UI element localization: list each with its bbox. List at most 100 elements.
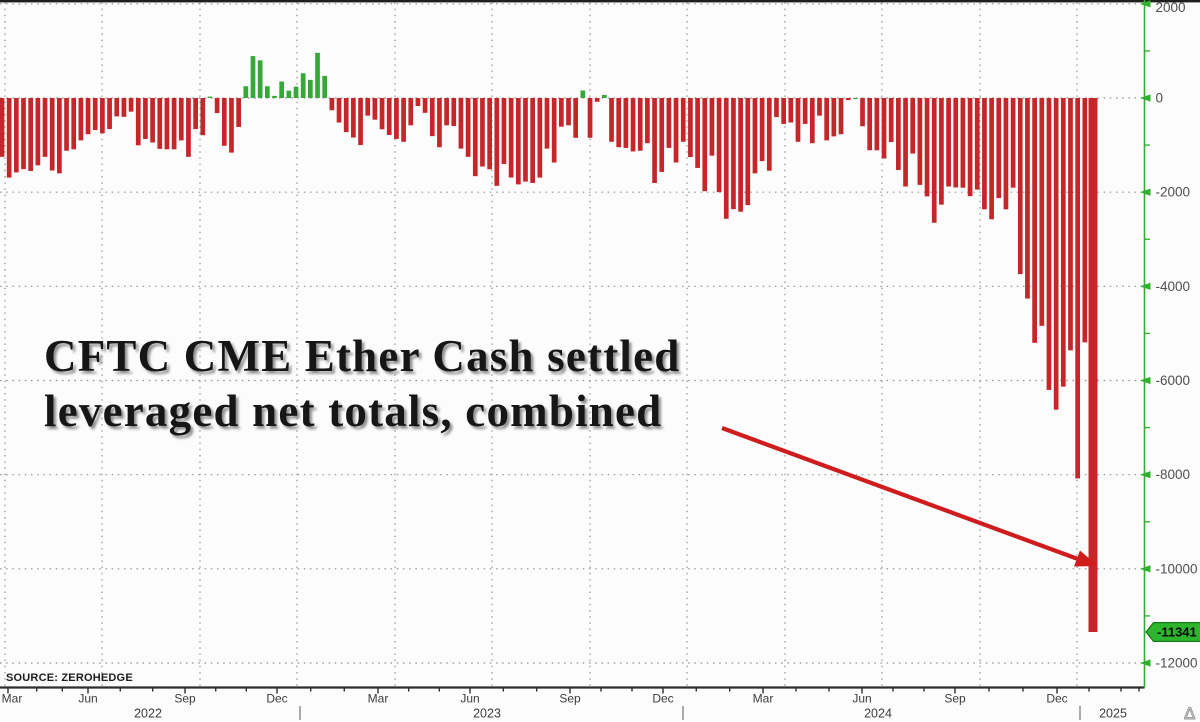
bar: [250, 56, 256, 98]
bar: [688, 98, 693, 158]
bar: [974, 98, 980, 190]
bar: [551, 98, 557, 163]
bar: [135, 98, 141, 146]
x-month-label: Mar: [368, 692, 389, 706]
bar: [645, 98, 650, 144]
bar: [817, 98, 822, 116]
chart-title-line1: CFTC CME Ether Cash settled: [44, 331, 681, 381]
bar: [888, 98, 894, 143]
bar: [343, 98, 349, 133]
bar: [716, 98, 722, 193]
bar: [924, 98, 930, 197]
chart-title-line2: leveraged net totals, combined: [44, 386, 662, 436]
bar: [401, 98, 406, 142]
bar: [207, 96, 213, 98]
bar: [107, 98, 112, 130]
bar: [143, 98, 148, 139]
bar: [537, 98, 543, 178]
bar: [308, 79, 313, 98]
bar: [437, 98, 442, 148]
x-year-label: 2022: [134, 707, 162, 721]
bar: [1017, 98, 1023, 275]
bar: [487, 98, 492, 170]
bar: [1032, 98, 1037, 343]
bar: [580, 90, 586, 98]
y-tick-label: -10000: [1156, 561, 1198, 576]
bar: [659, 98, 665, 172]
bar: [673, 98, 679, 163]
bar: [272, 95, 277, 98]
bar: [903, 98, 908, 187]
x-year-label: 2023: [473, 707, 501, 721]
x-month-label: Jun: [852, 692, 871, 706]
top-border: [0, 0, 1200, 3]
bar: [939, 98, 944, 205]
x-month-label: Jun: [460, 692, 479, 706]
bar: [429, 98, 435, 137]
bar: [544, 98, 550, 149]
bar: [329, 98, 335, 111]
bar: [989, 98, 994, 220]
bar: [92, 98, 98, 131]
bar: [530, 98, 535, 183]
bar: [472, 98, 478, 177]
bar: [1060, 98, 1066, 387]
bar: [264, 86, 270, 98]
bar: [358, 98, 363, 146]
bar: [566, 98, 571, 126]
y-tick-arrow-icon: [1140, 659, 1151, 667]
bar: [114, 98, 120, 117]
bar: [752, 98, 758, 174]
bar: [243, 86, 249, 98]
bar: [523, 98, 528, 182]
bar: [731, 98, 736, 210]
bar: [1075, 98, 1080, 479]
bar: [738, 98, 743, 212]
y-tick-arrow-icon: [1140, 376, 1151, 385]
x-month-label: Jun: [78, 692, 97, 706]
bar: [85, 98, 91, 135]
bar: [609, 98, 614, 142]
bar: [501, 98, 507, 164]
bar: [896, 98, 901, 171]
bar: [415, 98, 421, 106]
bar: [1053, 98, 1059, 410]
bar: [874, 98, 880, 151]
x-year-label: 2025: [1099, 707, 1127, 721]
y-tick-label: -4000: [1156, 279, 1191, 294]
bar: [853, 98, 858, 99]
bar: [300, 73, 306, 98]
bar: [594, 98, 600, 102]
bar: [42, 98, 48, 157]
annotation-arrow-shaft: [721, 426, 1083, 563]
bar: [867, 98, 873, 151]
bar: [422, 98, 428, 113]
bar: [171, 98, 177, 150]
bar: [0, 98, 5, 157]
y-tick-arrow-icon: [1140, 565, 1151, 573]
bar: [860, 98, 865, 127]
bar: [21, 98, 26, 170]
bar: [365, 98, 371, 116]
bar: [723, 98, 729, 219]
bar: [910, 98, 916, 154]
badge-shape: [1145, 621, 1200, 643]
bar: [128, 98, 134, 112]
y-tick-label: -6000: [1156, 373, 1191, 388]
bar: [702, 98, 708, 192]
bar: [193, 98, 198, 130]
bar: [1039, 98, 1045, 326]
bar: [150, 98, 155, 143]
bar: [35, 98, 41, 166]
bar: [64, 98, 69, 151]
bar: [996, 98, 1002, 199]
bar: [444, 98, 449, 126]
source-label: SOURCE: ZEROHEDGE: [6, 672, 133, 684]
grid-layer: [0, 2, 1145, 688]
bar: [279, 81, 285, 98]
bar: [1068, 98, 1073, 351]
y-tick-label: -8000: [1156, 467, 1191, 482]
chart-title: CFTC CME Ether Cash settled leveraged ne…: [44, 331, 681, 436]
bar: [494, 98, 500, 186]
